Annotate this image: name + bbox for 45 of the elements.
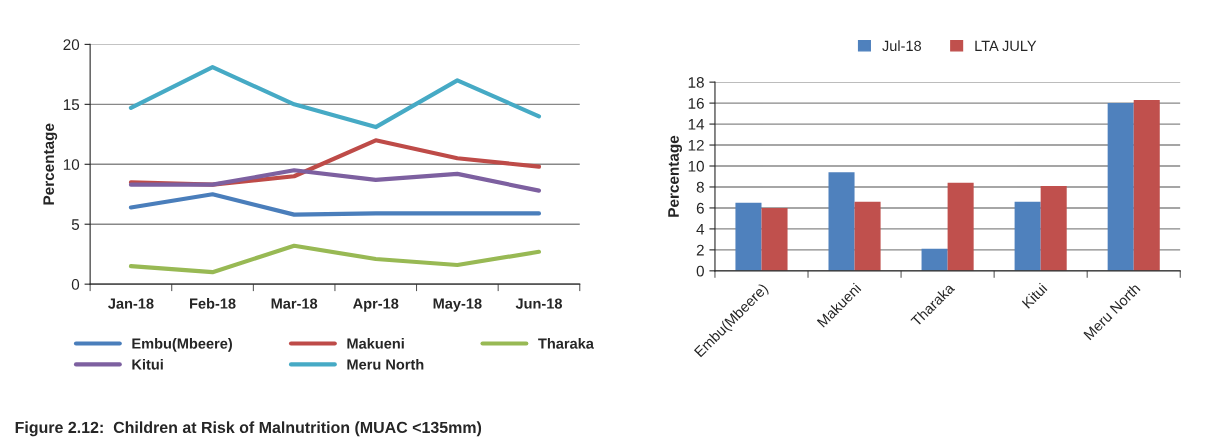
y-tick-label: 16 (688, 97, 704, 109)
bar (828, 172, 855, 271)
y-tick-label: 0 (696, 265, 704, 277)
y-axis-title: Percentage (668, 135, 682, 217)
bar (735, 202, 762, 271)
y-tick-label: 10 (688, 160, 704, 172)
line-series (128, 168, 542, 193)
y-tick-label: 0 (71, 279, 80, 290)
x-tick-label: Apr-18 (353, 298, 399, 312)
y-tick-label: 18 (688, 77, 704, 88)
y-tick-label: 4 (696, 223, 705, 235)
y-tick-label: 15 (63, 99, 80, 111)
line-series (128, 192, 542, 217)
y-tick-label: 5 (71, 219, 80, 230)
line-series (128, 243, 542, 275)
bar (947, 182, 974, 271)
legend-label: Embu(Mbeere) (132, 338, 232, 352)
x-tick-label: Jan-18 (108, 298, 154, 309)
bar (854, 201, 881, 271)
x-tick-label: Mar-18 (271, 298, 318, 309)
y-tick-label: 8 (696, 181, 704, 193)
bar (921, 248, 948, 271)
bar (761, 207, 788, 271)
x-tick-label: Jun-18 (515, 298, 563, 309)
legend-label: Makueni (347, 338, 404, 349)
legend-label: Tharaka (538, 338, 594, 349)
caption: Figure 2.12: Children at Risk of Malnutrition (MUAC <135mm) (15, 421, 482, 437)
bar (1107, 103, 1134, 271)
legend-label: Jul-18 (882, 40, 922, 52)
legend-label: Kitui (132, 358, 163, 370)
y-axis-title: Percentage (43, 123, 58, 205)
y-tick-label: 10 (63, 159, 80, 170)
y-tick-label: 6 (696, 202, 704, 214)
x-tick-label: Feb-18 (190, 298, 236, 309)
line-series (128, 65, 542, 130)
legend-label: LTA JULY (975, 40, 1037, 52)
y-tick-label: 12 (688, 139, 704, 151)
y-tick-label: 14 (688, 119, 705, 130)
x-tick-label: May-18 (433, 298, 482, 312)
y-tick-label: 2 (696, 244, 704, 256)
y-tick-label: 20 (63, 39, 80, 51)
bar (1133, 99, 1160, 271)
legend-label: Meru North (347, 358, 424, 370)
bar (1014, 201, 1041, 271)
bar (1040, 185, 1067, 271)
